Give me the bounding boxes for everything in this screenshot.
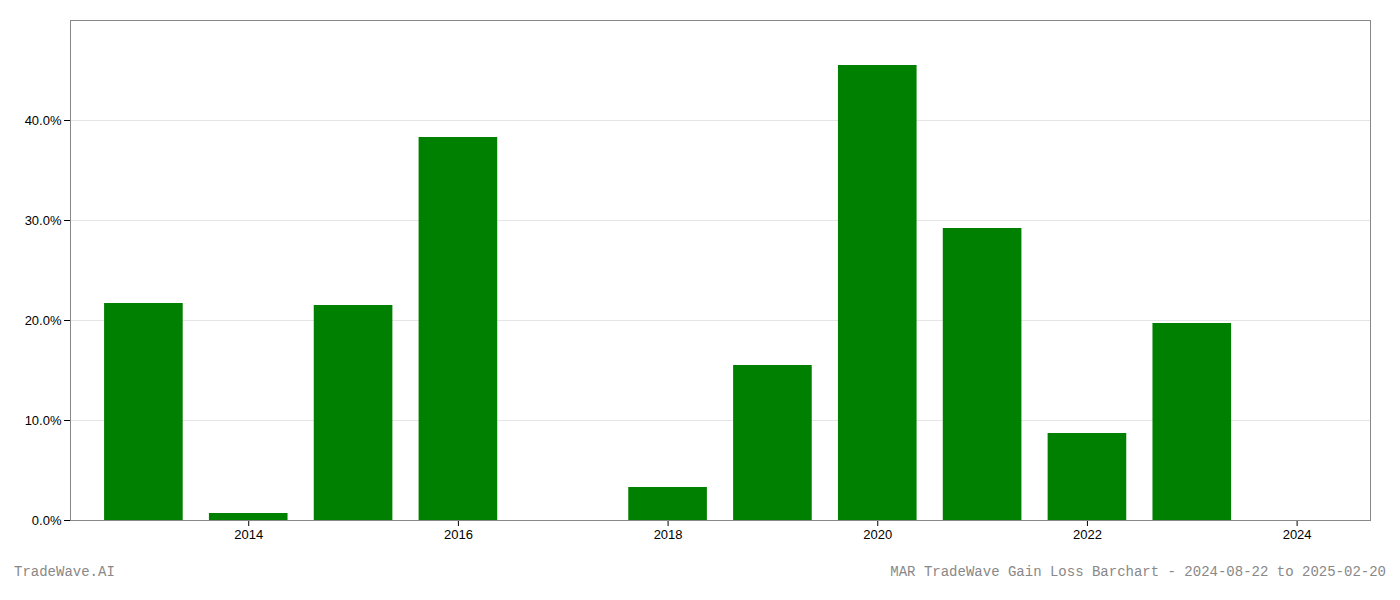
svg-text:40.0%: 40.0% [25,113,62,128]
html-text:TradeWave.AI: TradeWave.AI [14,564,115,580]
svg-text:10.0%: 10.0% [25,413,62,428]
svg-text:2022: 2022 [1073,527,1102,542]
svg-text:2018: 2018 [654,527,683,542]
svg-text:2016: 2016 [444,527,473,542]
svg-text:2024: 2024 [1283,527,1312,542]
svg-text:20.0%: 20.0% [25,313,62,328]
svg-text:2014: 2014 [234,527,263,542]
html-text:MAR TradeWave Gain Loss Barcha: MAR TradeWave Gain Loss Barchart - 2024-… [890,564,1386,580]
svg-text:2020: 2020 [863,527,892,542]
svg-text:30.0%: 30.0% [25,213,62,228]
svg-text:0.0%: 0.0% [32,513,62,528]
